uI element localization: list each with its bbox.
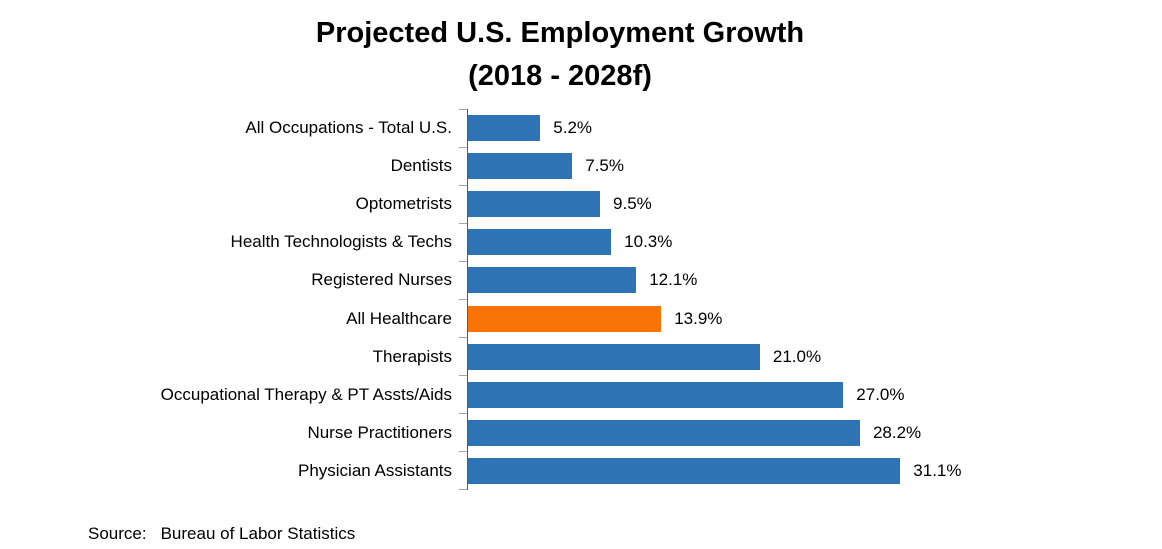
category-label: Registered Nurses [311, 270, 452, 290]
plot-area-row: 27.0% [459, 375, 905, 414]
axis-tick [459, 298, 467, 300]
bar [468, 191, 601, 218]
axis-tick [459, 222, 467, 224]
bar-row: Health Technologists & Techs 10.3% [0, 222, 961, 262]
bar-row: Occupational Therapy & PT Assts/Aids 27.0… [0, 375, 961, 414]
category-label: Health Technologists & Techs [230, 232, 452, 252]
bar-highlighted [468, 305, 662, 332]
axis-tick [459, 184, 467, 186]
axis-tick [459, 337, 467, 339]
axis-tick [459, 375, 467, 377]
bar [468, 153, 573, 180]
bar-row: Therapists 21.0% [0, 337, 961, 376]
plot-area-row: 10.3% [459, 222, 673, 262]
bar-row: All Occupations - Total U.S. 5.2% [0, 108, 961, 148]
plot-area-row: 31.1% [459, 451, 962, 491]
plot-area-row: 13.9% [459, 298, 723, 338]
source-text: Bureau of Labor Statistics [160, 524, 356, 543]
axis-tick [459, 413, 467, 415]
axis-tick [459, 260, 467, 262]
bar-row: Optometrists 9.5% [0, 184, 961, 224]
bar [468, 457, 901, 484]
chart-title: Projected U.S. Employment Growth (2018 -… [0, 12, 1120, 98]
axis-tick [459, 451, 467, 453]
bar-chart: All Occupations - Total U.S. 5.2% Dentists… [0, 108, 962, 491]
value-label: 21.0% [772, 346, 822, 366]
category-label: Dentists [390, 156, 452, 176]
value-label: 27.0% [856, 384, 905, 404]
bar [468, 343, 760, 370]
plot-area-row: 21.0% [459, 337, 822, 376]
value-label: 28.2% [872, 422, 922, 442]
value-label: 7.5% [585, 156, 624, 176]
bar-row: Registered Nurses 12.1% [0, 260, 961, 300]
category-label: Occupational Therapy & PT Assts/Aids [160, 384, 452, 404]
plot-area-row: 9.5% [459, 184, 652, 224]
value-label: 5.2% [553, 118, 593, 138]
source-label: Source: [88, 524, 147, 543]
bar-row: Nurse Practitioners 28.2% [0, 413, 961, 452]
value-label: 31.1% [913, 460, 962, 480]
bar [468, 229, 612, 256]
category-label: Nurse Practitioners [307, 422, 452, 442]
bar-row: Physician Assistants 31.1% [0, 451, 962, 491]
bar-row: All Healthcare 13.9% [0, 298, 961, 338]
category-label: Therapists [372, 346, 452, 366]
plot-area-row: 5.2% [459, 108, 593, 148]
value-label: 9.5% [613, 194, 652, 214]
axis-tick [459, 108, 467, 110]
plot-area-row: 12.1% [459, 260, 698, 300]
chart-title-line1: Projected U.S. Employment Growth [315, 17, 805, 49]
bar [468, 267, 637, 294]
bar-row: Dentists 7.5% [0, 146, 961, 186]
bar [468, 381, 844, 408]
plot-area-row: 7.5% [459, 146, 624, 186]
value-label: 13.9% [674, 308, 723, 328]
category-label: Optometrists [355, 194, 452, 214]
bar [468, 115, 541, 142]
value-label: 10.3% [624, 232, 673, 252]
plot-area-row: 28.2% [459, 413, 922, 452]
bar [468, 419, 860, 446]
category-label: All Healthcare [346, 308, 452, 328]
chart-title-line2: (2018 - 2028f) [468, 60, 652, 92]
axis-tick [459, 489, 467, 491]
category-label: All Occupations - Total U.S. [245, 118, 452, 138]
category-label: Physician Assistants [297, 460, 452, 480]
axis-tick [459, 146, 467, 148]
value-label: 12.1% [649, 270, 698, 290]
source-note: Source: Bureau of Labor Statistics [88, 524, 355, 544]
